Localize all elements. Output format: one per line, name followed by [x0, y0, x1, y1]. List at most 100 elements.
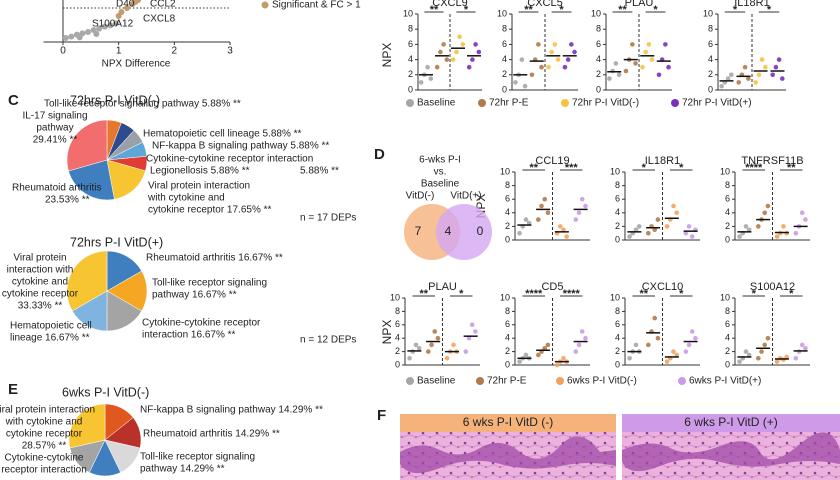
legend-swatch [406, 377, 414, 385]
data-point [573, 217, 579, 222]
data-point [640, 64, 645, 70]
y-tick-label: 2 [725, 221, 730, 231]
point [112, 20, 119, 27]
data-point [536, 352, 541, 358]
venn-set [436, 204, 492, 260]
sig-label: ** [618, 4, 627, 16]
slice-label: NF-kappa B signaling pathway 14.29% ** [140, 405, 323, 416]
y-tick-label: 0 [596, 84, 601, 94]
data-point [523, 217, 529, 222]
header-bar [400, 414, 616, 432]
y-tick-label: 0 [725, 234, 730, 244]
data-point [429, 342, 434, 348]
point [101, 23, 108, 30]
slice-label: Rheumatoid arthritis 14.29% ** [143, 429, 280, 440]
slice-label: Viral protein interaction [148, 181, 250, 192]
plot-title: PLAU [625, 0, 654, 9]
y-tick-label: 0 [708, 84, 713, 94]
data-point [652, 315, 658, 321]
data-point [633, 227, 639, 233]
data-point [573, 349, 579, 354]
point [76, 34, 83, 41]
data-point [759, 57, 765, 62]
y-tick-label: 10 [497, 8, 507, 18]
y-tick-label: 0 [408, 84, 413, 94]
data-point [683, 349, 689, 354]
sig-label: **** [525, 288, 543, 300]
slice-label: Viral protein interaction [0, 405, 95, 416]
y-tick-label: 4 [596, 54, 601, 64]
pie-note: n = 17 DEPs [300, 213, 356, 224]
legend-label: 6wks P-I VitD(+) [689, 376, 761, 387]
data-point [444, 356, 450, 361]
data-point [517, 230, 522, 236]
plot-title: CXCL9 [432, 0, 467, 9]
data-point [756, 224, 761, 229]
point [85, 29, 92, 35]
slice-label: Toll-like receptor signaling [152, 278, 267, 289]
point [107, 22, 114, 29]
plot-title: PLAU [428, 281, 457, 293]
x-tick-label: 3 [227, 46, 233, 57]
y-tick-label: 2 [596, 69, 601, 79]
slice-label: pathway 14.29% ** [140, 464, 225, 475]
data-point [759, 349, 764, 354]
slice-label: interaction 16.67% ** [142, 330, 236, 341]
venn-count: 7 [415, 224, 422, 238]
data-point [569, 42, 574, 47]
data-point [765, 203, 771, 209]
data-point [523, 352, 529, 358]
y-tick-label: 10 [390, 292, 400, 302]
data-point [689, 329, 695, 334]
data-point [663, 42, 668, 47]
data-point [529, 72, 535, 78]
point [118, 9, 125, 15]
venn-count: 0 [477, 224, 484, 238]
data-point [765, 335, 771, 341]
sig-label: * [679, 288, 684, 300]
epidermis [400, 436, 616, 474]
annotation: S100A12 [92, 19, 134, 30]
sig-label: **** [563, 288, 581, 300]
data-point [655, 335, 661, 341]
pie-title: 72hrs P-I VitD(+) [70, 235, 163, 249]
venn-title: Baseline [421, 179, 460, 190]
slice-label: 33.33% ** [18, 301, 63, 312]
data-point [539, 203, 544, 209]
sig-label: * [459, 288, 464, 300]
y-tick-label: 0 [505, 359, 510, 369]
legend-swatch [406, 99, 414, 107]
venn-title: vs. [434, 167, 447, 178]
data-point [426, 349, 431, 354]
y-tick-label: 2 [502, 69, 507, 79]
slice-label: 28.57% ** [22, 441, 67, 452]
annotation: CXCL8 [143, 14, 176, 25]
y-tick-label: 0 [725, 359, 730, 369]
y-tick-label: 6 [615, 194, 620, 204]
slice-label: 23.53% ** [45, 195, 90, 206]
data-point [583, 335, 588, 341]
slice-label: IL-17 signaling [22, 111, 87, 122]
panel-label: C [8, 92, 19, 109]
sig-label: **** [745, 162, 763, 174]
data-point [743, 349, 749, 354]
y-tick-label: 4 [725, 333, 730, 343]
data-point [737, 234, 742, 239]
slice-label: receptor interaction [1, 465, 87, 476]
y-tick-label: 2 [505, 221, 510, 231]
legend-label: 6wks P-I VitD(-) [567, 376, 637, 387]
y-tick-label: 10 [500, 292, 510, 302]
pie-slice [66, 250, 108, 312]
data-point [565, 57, 571, 62]
data-point [607, 76, 612, 81]
data-point [799, 342, 805, 348]
data-point [756, 356, 761, 361]
image-header: 6 wks P-I VitD (-) [463, 415, 553, 429]
venn-set-label: VitD(+) [450, 191, 481, 202]
data-point [683, 230, 689, 236]
y-tick-label: 10 [720, 166, 730, 176]
data-point [674, 210, 679, 216]
pie-slice [66, 119, 108, 172]
data-point [463, 349, 469, 354]
data-point [656, 72, 662, 78]
